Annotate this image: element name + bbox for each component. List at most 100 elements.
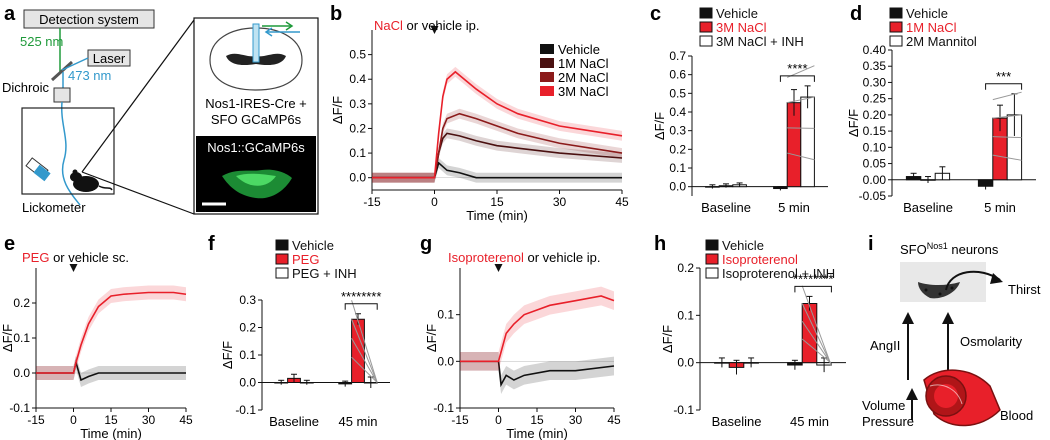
histology-signal: [222, 169, 292, 199]
c-significance-label: ****: [787, 61, 807, 76]
d-category-label: 5 min: [984, 200, 1016, 215]
panel-b-title-red: NaCl: [374, 18, 403, 33]
h-ytick-label: 0.0: [677, 356, 694, 370]
panel-i-label: i: [868, 233, 874, 255]
pressure-text: Pressure: [862, 414, 914, 429]
excitation-path-h: [61, 57, 89, 71]
detection-system-text: Detection system: [39, 12, 139, 27]
cage: [21, 107, 115, 195]
b-x-axis-title: Time (min): [466, 208, 528, 223]
h-legend-text: Isoproterenol: [722, 252, 798, 267]
chart-f: -0.1 0.0 0.1 0.2 0.3 ΔF/F Baseline 45 min ******…: [220, 238, 390, 429]
wl-525-text: 525 nm: [20, 34, 63, 49]
h-y-axis-title: ΔF/F: [660, 325, 675, 353]
c-ytick-label: 0.3: [669, 124, 686, 138]
thirst-arrowhead: [990, 273, 1003, 284]
g-x-axis-title: Time (min): [506, 426, 568, 440]
d-individual-line: [992, 154, 1022, 161]
panel-i-title: SFONos1 neurons: [900, 241, 999, 257]
panel-c-label: c: [650, 3, 661, 25]
d-legend-text: 2M Mannitol: [906, 34, 977, 49]
h-bar: [801, 303, 818, 364]
panel-g-title-red: Isoproterenol: [448, 250, 524, 265]
d-ytick-label: 0.00: [863, 173, 887, 187]
f-ytick-label: 0.1: [239, 348, 256, 362]
b-legend-text: 2M NaCl: [558, 70, 609, 85]
f-ytick-label: 0.0: [239, 376, 256, 390]
e-series-band-0: [36, 355, 186, 387]
b-series-line-2: [372, 112, 623, 179]
panel-g-label: g: [420, 233, 432, 255]
b-series-band-3: [372, 66, 622, 183]
e-xtick-label: -15: [27, 413, 45, 427]
c-individual-line: [787, 152, 815, 161]
f-significance-label: ********: [341, 289, 381, 304]
f-individual-line: [351, 319, 378, 383]
f-ytick-label: 0.3: [239, 293, 256, 307]
d-ytick-label: 0.40: [863, 43, 887, 57]
zoom-line-bottom: [81, 171, 195, 215]
g-xtick-label: -15: [451, 413, 469, 427]
h-individual-line: [801, 303, 832, 366]
b-legend-swatch: [540, 58, 554, 68]
panel-i-title-rest: neurons: [948, 242, 999, 257]
d-ytick-label: 0.10: [863, 140, 887, 154]
d-ytick-label: 0.20: [863, 108, 887, 122]
e-series-line-1: [36, 291, 187, 374]
chart-d: -0.05 0.00 0.05 0.10 0.15 0.20 0.25 0.30 0.35 0.4…: [846, 6, 1036, 215]
optic-fiber: [61, 101, 81, 206]
b-injection-marker: [430, 26, 439, 34]
d-ytick-label: 0.30: [863, 75, 887, 89]
f-y-axis-title: ΔF/F: [220, 341, 235, 369]
thirst-text: Thirst: [1008, 282, 1041, 297]
c-ytick-label: 0.0: [669, 180, 686, 194]
blood-vessel-icon: [923, 369, 1001, 427]
h-ytick-label: -0.1: [673, 403, 694, 417]
d-ytick-label: 0.25: [863, 92, 887, 106]
h-individual-line: [801, 338, 832, 364]
b-xtick-label: -15: [363, 195, 381, 209]
h-legend-swatch: [705, 253, 719, 265]
b-legend-text: 3M NaCl: [558, 84, 609, 99]
d-y-axis-title: ΔF/F: [846, 109, 861, 137]
f-ytick-label: 0.2: [239, 321, 256, 335]
h-legend-text: Vehicle: [722, 238, 764, 253]
volume-text: Volume: [862, 398, 905, 413]
c-legend-text: 3M NaCl: [716, 20, 767, 35]
f-legend-swatch: [275, 239, 289, 251]
g-xtick-label: 15: [530, 413, 544, 427]
b-legend-swatch: [540, 44, 554, 54]
osmolarity-arrowhead: [942, 312, 954, 324]
b-legend-swatch: [540, 86, 554, 96]
water-bottle: [25, 157, 51, 182]
c-ytick-label: 0.7: [669, 49, 686, 63]
g-series-band-1: [460, 286, 614, 371]
panel-a-label: a: [4, 3, 16, 25]
h-individual-line: [801, 320, 832, 365]
b-xtick-label: 30: [553, 195, 567, 209]
b-series-line-1: [372, 132, 623, 179]
c-ytick-label: 0.4: [669, 105, 686, 119]
b-ytick-label: 0.5: [349, 48, 366, 62]
d-ytick-label: 0.05: [863, 157, 887, 171]
f-individual-line: [351, 356, 378, 383]
panel-h-label: h: [654, 233, 666, 255]
brain-section-icon: [209, 21, 303, 91]
panel-b-title: NaCl or vehicle ip.: [374, 18, 480, 33]
b-ytick-label: 0.4: [349, 72, 366, 86]
h-category-label: 45 min: [790, 414, 829, 429]
d-legend-swatch: [889, 35, 903, 47]
b-xtick-label: 0: [431, 195, 438, 209]
h-significance-label: ********: [793, 271, 833, 286]
detection-system-box: [23, 9, 155, 29]
panel-g-title: Isoproterenol or vehicle ip.: [448, 250, 600, 265]
f-category-label: 45 min: [338, 414, 377, 429]
g-ytick-label: 0.1: [437, 308, 454, 322]
d-legend-swatch: [889, 7, 903, 19]
b-ytick-label: 0.3: [349, 97, 366, 111]
c-ytick-label: 0.2: [669, 142, 686, 156]
d-legend-text: 1M NaCl: [906, 20, 957, 35]
e-x-axis-title: Time (min): [80, 426, 142, 440]
e-ytick-label: 0.2: [13, 296, 30, 310]
e-ytick-label: -0.1: [9, 401, 30, 415]
